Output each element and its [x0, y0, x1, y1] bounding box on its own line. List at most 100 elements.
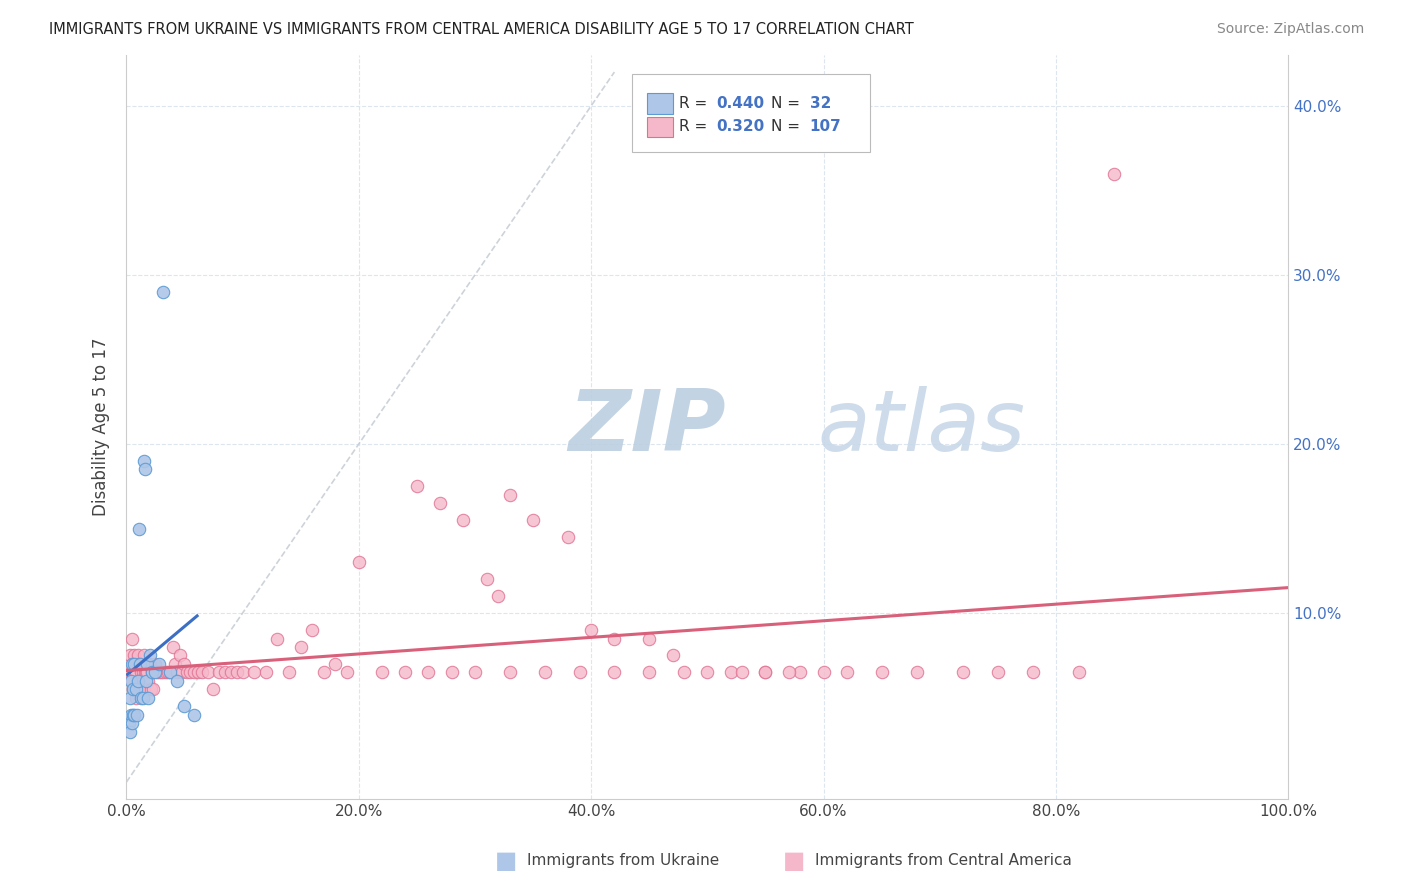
Text: atlas: atlas [818, 385, 1026, 468]
Point [720, 665, 742, 680]
FancyBboxPatch shape [647, 93, 672, 114]
Point [143, 665, 166, 680]
Point [165, 657, 187, 671]
Point [987, 665, 1010, 680]
Point [128, 522, 150, 536]
Point [557, 530, 579, 544]
Point [254, 665, 277, 680]
Point [166, 665, 188, 680]
Point [208, 665, 231, 680]
Point [139, 682, 162, 697]
Point [124, 648, 146, 663]
Point [603, 665, 626, 680]
Point [148, 657, 170, 671]
Text: Source: ZipAtlas.com: Source: ZipAtlas.com [1216, 22, 1364, 37]
Point [1069, 665, 1091, 680]
Y-axis label: Disability Age 5 to 17: Disability Age 5 to 17 [93, 338, 110, 516]
Point [162, 640, 184, 654]
Point [568, 665, 591, 680]
Point [157, 665, 180, 680]
Point [325, 657, 347, 671]
Point [789, 665, 811, 680]
Point [118, 724, 141, 739]
Point [202, 682, 225, 697]
Point [131, 690, 153, 705]
Point [118, 648, 141, 663]
Point [172, 665, 194, 680]
Text: R =: R = [679, 120, 713, 135]
Text: R =: R = [679, 96, 713, 112]
Point [134, 665, 156, 680]
Point [121, 673, 143, 688]
Point [132, 682, 155, 697]
Point [475, 572, 498, 586]
Point [301, 623, 323, 637]
Point [453, 513, 475, 527]
Point [579, 623, 602, 637]
Point [661, 648, 683, 663]
Point [152, 665, 174, 680]
Point [118, 690, 141, 705]
Point [127, 648, 149, 663]
Point [122, 657, 145, 671]
Point [905, 665, 928, 680]
Point [136, 657, 159, 671]
Point [138, 673, 160, 688]
Point [429, 496, 451, 510]
Point [152, 285, 174, 299]
Point [125, 657, 148, 671]
Point [125, 707, 148, 722]
Point [131, 690, 153, 705]
Point [121, 657, 143, 671]
Point [191, 665, 214, 680]
Point [499, 665, 522, 680]
Point [135, 673, 157, 688]
Point [522, 513, 544, 527]
Point [127, 673, 149, 688]
Point [183, 707, 205, 722]
Text: Immigrants from Ukraine: Immigrants from Ukraine [527, 854, 720, 868]
Text: Immigrants from Central America: Immigrants from Central America [815, 854, 1073, 868]
Point [696, 665, 718, 680]
Point [141, 665, 163, 680]
Point [394, 665, 416, 680]
Point [131, 665, 153, 680]
Point [122, 682, 145, 697]
Text: N =: N = [772, 120, 806, 135]
Point [219, 665, 242, 680]
Point [129, 657, 152, 671]
FancyBboxPatch shape [631, 74, 870, 152]
Point [197, 665, 219, 680]
Text: ■: ■ [495, 849, 517, 872]
Point [486, 589, 509, 603]
Text: ■: ■ [783, 849, 806, 872]
Text: ZIP: ZIP [568, 385, 725, 468]
Point [731, 665, 754, 680]
Point [1022, 665, 1045, 680]
Point [952, 665, 974, 680]
Text: 0.320: 0.320 [717, 120, 765, 135]
Point [835, 665, 858, 680]
Point [778, 665, 800, 680]
Point [603, 632, 626, 646]
Point [371, 665, 394, 680]
Point [138, 690, 160, 705]
Point [159, 665, 181, 680]
Point [173, 699, 195, 714]
Point [266, 632, 288, 646]
Text: 32: 32 [810, 96, 831, 112]
Point [159, 665, 181, 680]
Point [120, 665, 142, 680]
Point [117, 716, 139, 731]
Point [225, 665, 247, 680]
Point [870, 665, 893, 680]
Point [813, 665, 835, 680]
Point [120, 707, 142, 722]
Point [187, 665, 209, 680]
Point [169, 648, 191, 663]
Point [145, 665, 167, 680]
Point [132, 648, 155, 663]
Point [214, 665, 236, 680]
Point [173, 657, 195, 671]
Point [121, 632, 143, 646]
